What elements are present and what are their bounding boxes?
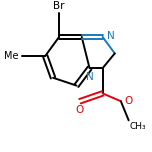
Text: O: O [124, 96, 133, 106]
Text: N: N [107, 31, 114, 41]
Text: O: O [75, 105, 84, 115]
Text: Br: Br [53, 1, 65, 11]
Text: N: N [86, 72, 94, 82]
Text: CH₃: CH₃ [130, 121, 146, 131]
Text: Me: Me [4, 51, 18, 61]
